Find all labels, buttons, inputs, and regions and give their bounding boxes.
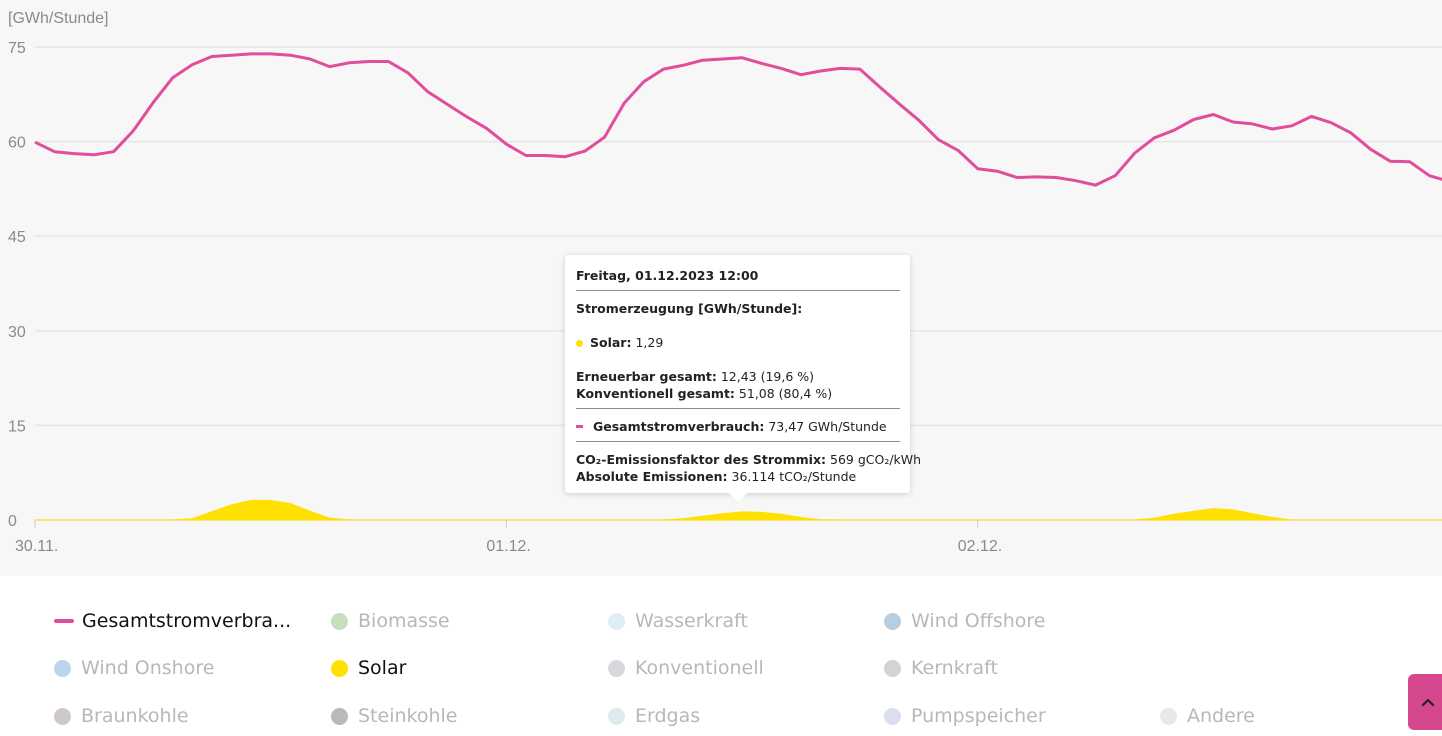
legend-label: Solar [358,657,407,679]
tooltip-solar-value: 1,29 [635,335,664,350]
y-tick-label: 60 [8,135,26,152]
legend-label: Wind Onshore [81,657,215,679]
solar-area [35,499,1442,521]
legend-label: Wind Offshore [911,610,1046,632]
chart-svg[interactable]: [GWh/Stunde] 75 60 45 30 15 0 30.11. 01.12. 02.12… [0,0,1442,576]
legend-label: Pumpspeicher [911,705,1046,727]
legend-label: Kernkraft [911,657,998,679]
tooltip-renewable-label: Erneuerbar gesamt: [576,369,717,384]
tooltip-conventional-label: Konventionell gesamt: [576,386,735,401]
tooltip-co2-value: 569 gCO₂/kWh [830,452,922,467]
legend-item[interactable]: Wasserkraft [608,609,748,633]
legend-dot-marker-icon [331,659,348,677]
legend-dot-marker-icon [608,659,625,677]
y-tick-label: 75 [8,40,26,57]
legend-label: Biomasse [358,610,450,632]
tooltip-date: Freitag, 01.12.2023 12:00 [576,268,759,283]
y-tick-label: 0 [8,513,17,530]
legend-label: Gesamtstromverbra... [82,610,292,632]
legend-item[interactable]: Kernkraft [884,656,998,680]
legend-dot-marker-icon [331,707,348,725]
legend-dot-marker-icon [54,659,71,677]
legend-item[interactable]: Wind Onshore [54,656,214,680]
tooltip-renewable-value: 12,43 (19,6 %) [720,369,815,384]
legend-item[interactable]: Gesamtstromverbra... [54,609,291,633]
legend-item[interactable]: Biomasse [331,609,450,633]
tooltip-consumption-value: 73,47 GWh/Stunde [768,419,887,434]
legend-dot-marker-icon [884,707,901,725]
x-tick-label: 30.11. [15,538,58,555]
legend-item[interactable]: Konventionell [608,656,764,680]
legend-item[interactable]: Pumpspeicher [884,704,1046,728]
legend-dot-marker-icon [54,707,71,725]
scroll-to-top-button[interactable] [1408,674,1442,730]
legend-dot-marker-icon [884,659,901,677]
legend-item[interactable]: Solar [331,656,406,680]
tooltip-conventional-value: 51,08 (80,4 %) [738,386,833,401]
y-tick-label: 15 [8,418,26,435]
tooltip-divider [576,408,900,409]
legend-item[interactable]: Steinkohle [331,704,457,728]
legend-label: Konventionell [635,657,764,679]
legend-label: Steinkohle [358,705,458,727]
legend-dot-marker-icon [331,612,348,630]
chart-tooltip: Freitag, 01.12.2023 12:00 Stromerzeugung… [565,255,921,502]
legend-label: Wasserkraft [635,610,748,632]
solar-marker-icon [576,339,583,347]
tooltip-heading: Stromerzeugung [GWh/Stunde]: [576,301,803,316]
tooltip-divider [576,290,900,291]
tooltip-emissions-label: Absolute Emissionen: [576,469,728,484]
consumption-line [34,52,1442,187]
legend-label: Erdgas [635,705,701,727]
legend-dot-marker-icon [884,612,901,630]
y-tick-label: 45 [8,229,26,246]
y-axis-unit-label: [GWh/Stunde] [8,10,109,27]
legend-item[interactable]: Wind Offshore [884,609,1045,633]
consumption-marker-icon [576,424,583,428]
tooltip-emissions-value: 36.114 tCO₂/Stunde [731,469,857,484]
legend-label: Andere [1187,705,1255,727]
tooltip-divider [576,441,900,442]
tooltip-pointer [729,493,747,502]
chevron-up-icon [1421,698,1435,707]
x-tick-label: 01.12. [486,538,530,555]
chart-legend: Gesamtstromverbra... Biomasse Wasserkraft W… [0,576,1442,736]
legend-line-marker-icon [54,619,74,623]
legend-item[interactable]: Erdgas [608,704,700,728]
legend-item[interactable]: Braunkohle [54,704,189,728]
tooltip-consumption-label: Gesamtstromverbrauch: [593,419,765,434]
tooltip-solar-label: Solar: [590,335,632,350]
legend-item[interactable]: Andere [1160,704,1255,728]
legend-label: Braunkohle [81,705,189,727]
x-tick-label: 02.12. [958,538,1002,555]
y-tick-label: 30 [8,324,26,341]
legend-dot-marker-icon [1160,707,1177,725]
legend-dot-marker-icon [608,612,625,630]
tooltip-co2-label: CO₂-Emissionsfaktor des Strommix: [576,452,827,467]
legend-dot-marker-icon [608,707,625,725]
